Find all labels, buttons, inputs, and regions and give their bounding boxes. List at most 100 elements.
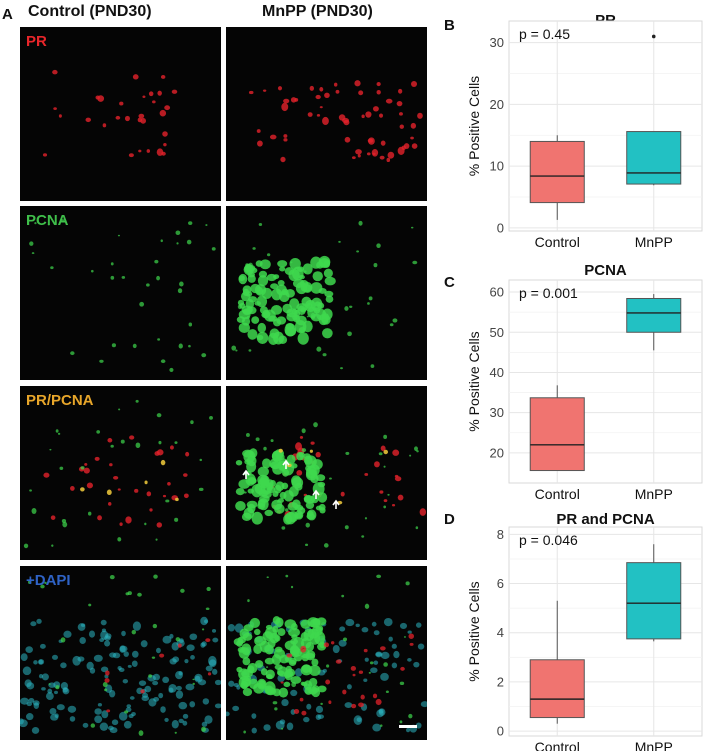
cell-spot — [297, 332, 309, 345]
cell-spot — [330, 641, 335, 645]
cell-spot — [303, 453, 311, 460]
cell-spot — [249, 448, 258, 458]
cell-spot — [40, 584, 45, 589]
cell-spot — [111, 719, 119, 726]
cell-spot — [283, 138, 288, 142]
cell-spot — [41, 687, 46, 691]
cell-spot — [265, 669, 275, 680]
x-tick-label: MnPP — [635, 486, 673, 502]
cell-spot — [162, 131, 168, 137]
micrograph-control--dapi: +DAPI — [20, 566, 221, 740]
cell-spot — [396, 101, 403, 107]
cell-spot — [87, 511, 92, 516]
y-tick-label: 2 — [497, 674, 504, 689]
cell-spot — [345, 618, 355, 627]
cell-spot — [55, 685, 60, 690]
cell-spot — [303, 628, 315, 642]
cell-spot — [266, 273, 277, 282]
cell-spot — [248, 349, 252, 352]
y-tick-label: 10 — [490, 159, 504, 174]
cell-spot — [387, 151, 395, 159]
cell-spot — [236, 666, 243, 673]
cell-spot — [153, 574, 158, 579]
cell-spot — [338, 639, 347, 647]
cell-spot — [151, 656, 156, 659]
cell-spot — [178, 343, 183, 349]
cell-spot — [140, 689, 145, 694]
cell-spot — [205, 224, 208, 226]
cell-spot — [115, 115, 121, 120]
cell-spot — [109, 574, 115, 580]
cell-spot — [376, 243, 381, 248]
cell-spot — [140, 640, 148, 648]
cell-spot — [198, 487, 204, 492]
cell-spot — [262, 631, 274, 641]
cell-spot — [373, 263, 378, 268]
cell-spot — [318, 287, 327, 294]
cell-spot — [322, 328, 333, 339]
cell-spot — [197, 679, 207, 686]
cell-spot — [20, 653, 28, 662]
cell-spot — [399, 720, 403, 724]
cell-spot — [97, 702, 103, 707]
cell-spot — [180, 588, 185, 593]
chart-title: PCNA — [584, 262, 627, 279]
cell-spot — [294, 512, 303, 519]
cell-spot — [397, 494, 404, 501]
cell-spot — [316, 617, 327, 626]
cell-spot — [364, 603, 370, 609]
cell-spot — [243, 507, 255, 519]
cell-spot — [323, 268, 333, 278]
cell-spot — [135, 442, 141, 449]
cell-spot — [29, 241, 34, 246]
cell-spot — [383, 434, 388, 439]
cell-spot — [246, 500, 258, 509]
cell-spot — [264, 644, 274, 655]
cell-spot — [291, 475, 302, 487]
cell-spot — [174, 517, 179, 522]
cell-spot — [317, 492, 328, 503]
p-value: p = 0.001 — [519, 285, 578, 301]
cell-spot — [290, 463, 298, 469]
cell-spot — [233, 683, 240, 688]
cell-spot — [201, 721, 208, 727]
cell-spot — [40, 643, 46, 649]
x-tick-label: MnPP — [635, 234, 673, 250]
cell-spot — [376, 89, 381, 95]
cell-spot — [289, 298, 300, 310]
cell-spot — [186, 239, 192, 245]
cell-spot — [275, 453, 285, 461]
cell-spot — [34, 221, 37, 225]
cell-spot — [227, 624, 236, 632]
cell-spot — [389, 323, 394, 327]
cell-spot — [214, 703, 221, 709]
cell-spot — [124, 115, 130, 122]
cell-spot — [149, 508, 153, 512]
cell-spot — [310, 474, 319, 484]
cell-spot — [310, 297, 323, 312]
y-tick-label: 30 — [490, 35, 504, 50]
cell-spot — [274, 646, 283, 653]
cell-spot — [102, 682, 108, 688]
cell-spot — [367, 302, 370, 305]
cell-spot — [303, 495, 316, 504]
cell-spot — [157, 90, 162, 96]
y-tick-label: 60 — [490, 285, 504, 300]
cell-spot — [101, 628, 107, 633]
cell-spot — [333, 82, 338, 87]
cell-spot — [335, 659, 342, 664]
cell-spot — [383, 465, 386, 468]
cell-spot — [301, 296, 312, 307]
cell-spot — [322, 668, 327, 673]
channel-label: +DAPI — [26, 572, 71, 589]
cell-spot — [281, 727, 284, 730]
box-control — [529, 140, 585, 204]
cell-spot — [361, 627, 369, 633]
cell-spot — [127, 664, 132, 668]
cell-spot — [410, 136, 414, 140]
cell-spot — [320, 702, 323, 706]
cell-spot — [171, 720, 179, 729]
cell-spot — [302, 320, 313, 333]
channel-label: PR — [26, 33, 47, 50]
y-tick-label: 0 — [497, 724, 504, 739]
